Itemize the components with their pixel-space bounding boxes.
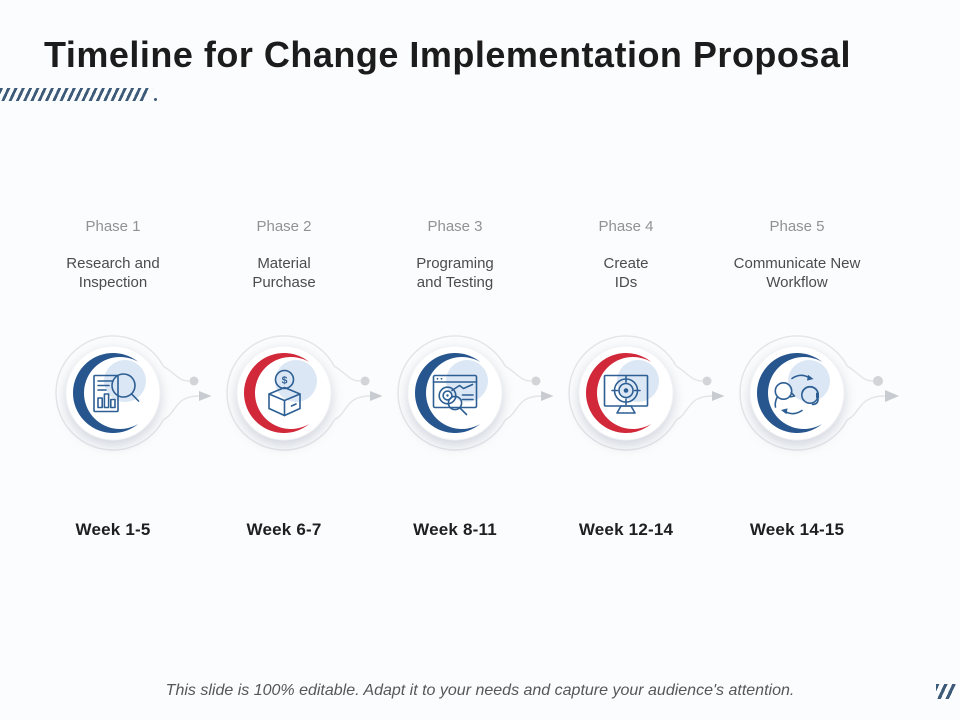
connector-dot [189, 376, 199, 386]
phase-name: Material Purchase [252, 255, 316, 291]
connector [397, 335, 554, 451]
week-label: Week 14-15 [749, 520, 845, 539]
phase-3-milestone [397, 335, 554, 451]
connector-dot [702, 376, 712, 386]
week-label: Week 6-7 [246, 520, 322, 539]
phase-4-milestone [568, 335, 725, 451]
title-underline-hatch-decoration [0, 88, 153, 101]
browser-target-magnifier-icon [432, 374, 478, 416]
hatch-end-dot [154, 98, 157, 101]
connector-arrow-icon [370, 391, 383, 401]
crescent-accent [243, 353, 310, 433]
connector-dot [360, 376, 370, 386]
connector-arrow-icon [199, 391, 212, 401]
connector-arrow-icon [885, 390, 899, 402]
icon-halo [617, 360, 659, 402]
week-label: Week 1-5 [75, 520, 151, 539]
phase-column-5: Phase 5 Communicate New Workflow [712, 218, 899, 578]
svg-text:$: $ [282, 375, 288, 387]
connector-dot [531, 376, 541, 386]
box-dollar-icon: $ [268, 369, 301, 417]
connector-dot [873, 376, 883, 386]
phase-column-2: Phase 2 Material Purchase $ [199, 218, 383, 578]
phase-label: Phase 1 [85, 218, 141, 235]
conversation-heads-icon [774, 374, 820, 415]
crescent-accent [414, 353, 481, 433]
phase-label: Phase 5 [769, 218, 825, 235]
phase-label: Phase 2 [256, 218, 312, 235]
phase-2-milestone: $ [226, 335, 383, 451]
phase-5-milestone [739, 335, 899, 451]
phase-column-1: Phase 1 Research and Inspection [28, 218, 212, 578]
corner-hatch-decoration [936, 684, 958, 699]
slide-title: Timeline for Change Implementation Propo… [44, 34, 851, 75]
week-label: Week 8-11 [413, 520, 497, 539]
monitor-crosshair-icon [603, 374, 649, 414]
phase-column-3: Phase 3 Programing and Testing [370, 218, 554, 578]
connector [226, 335, 383, 451]
crescent-accent [756, 353, 823, 433]
crescent-accent [72, 353, 139, 433]
icon-halo [788, 360, 830, 402]
phase-label: Phase 3 [427, 218, 483, 235]
phase-name: Programing and Testing [416, 255, 494, 291]
phase-column-4: Phase 4 Create IDs [541, 218, 725, 578]
connector [568, 335, 725, 451]
phase-name: Create IDs [603, 255, 649, 291]
connector [739, 335, 899, 451]
icon-halo [446, 360, 488, 402]
week-label: Week 12-14 [578, 520, 674, 539]
crescent-accent [585, 353, 652, 433]
phase-name: Research and Inspection [66, 255, 160, 291]
phase-1-milestone [55, 335, 212, 451]
research-magnifier-icon [93, 373, 140, 413]
connector [55, 335, 212, 451]
connector-arrow-icon [712, 391, 725, 401]
phase-label: Phase 4 [598, 218, 654, 235]
timeline-row: Phase 1 Research and Inspection [28, 218, 899, 578]
connector-arrow-icon [541, 391, 554, 401]
phase-name: Communicate New Workflow [733, 255, 861, 291]
footer-note: This slide is 100% editable. Adapt it to… [165, 682, 795, 699]
